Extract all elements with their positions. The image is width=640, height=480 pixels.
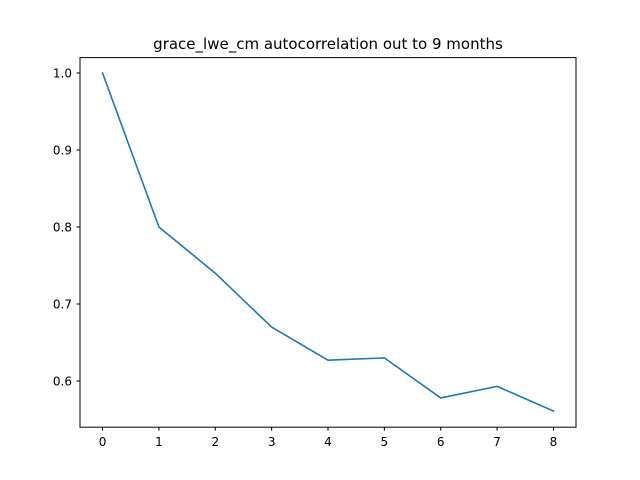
- x-tick-label: 3: [268, 435, 276, 449]
- x-tick-label: 8: [550, 435, 558, 449]
- x-tick-label: 2: [211, 435, 219, 449]
- x-tick-label: 6: [437, 435, 445, 449]
- x-tick-label: 1: [155, 435, 163, 449]
- x-tick-label: 7: [493, 435, 501, 449]
- y-tick-label: 0.6: [53, 375, 72, 389]
- series-line-0: [101, 71, 555, 413]
- y-tick-label: 0.7: [53, 298, 72, 312]
- y-tick-label: 1.0: [53, 67, 72, 81]
- x-axis: 0 1 2 3 4 5 6 7 8: [99, 427, 558, 449]
- x-tick-label: 5: [381, 435, 389, 449]
- chart-title: grace_lwe_cm autocorrelation out to 9 mo…: [153, 35, 503, 54]
- y-axis: 0.6 0.7 0.8 0.9 1.0: [53, 67, 80, 389]
- y-tick-label: 0.8: [53, 221, 72, 235]
- x-tick-label: 0: [99, 435, 107, 449]
- x-tick-label: 4: [324, 435, 332, 449]
- y-tick-label: 0.9: [53, 144, 72, 158]
- plot-area: [101, 71, 555, 413]
